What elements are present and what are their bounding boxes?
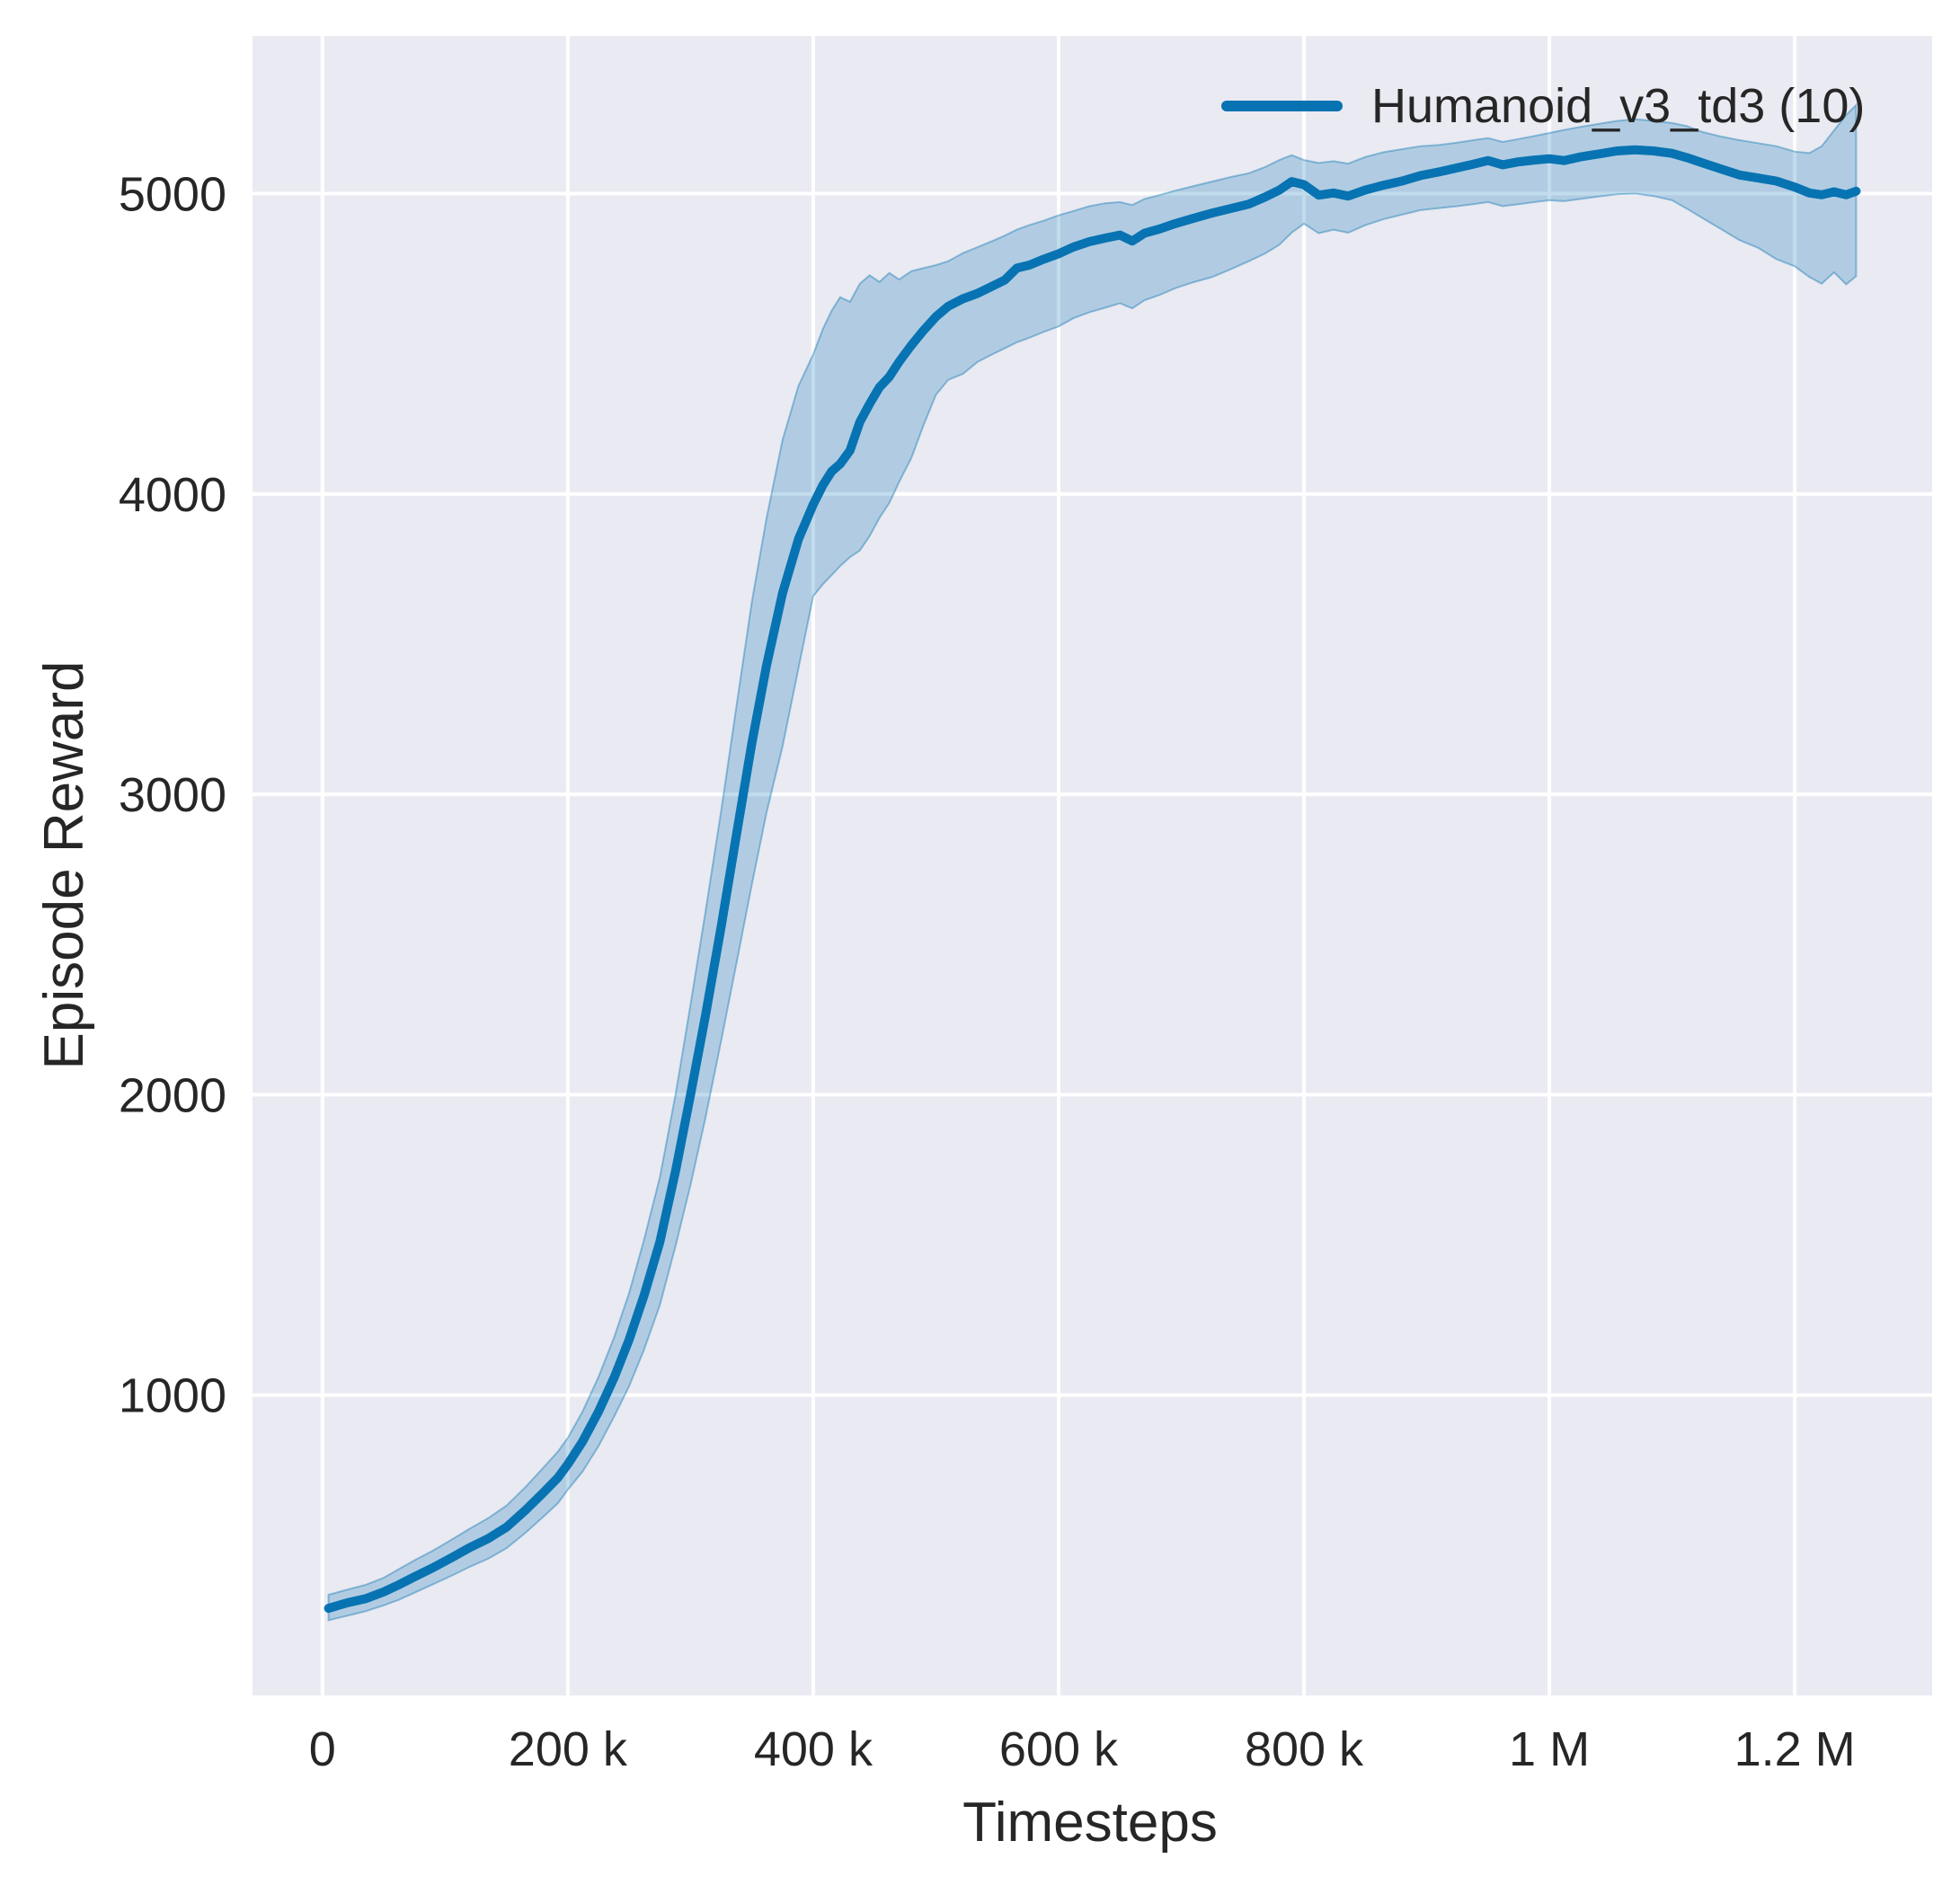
- tick-label: 0: [309, 1722, 336, 1776]
- tick-label: 5000: [119, 168, 226, 222]
- plot-area: [253, 36, 1932, 1695]
- tick-label: 800 k: [1245, 1722, 1364, 1776]
- tick-label: 600 k: [999, 1722, 1119, 1776]
- y-axis-label: Episode Reward: [33, 661, 95, 1070]
- tick-label: 1000: [119, 1369, 226, 1423]
- legend-label: Humanoid_v3_td3 (10): [1371, 79, 1865, 133]
- x-axis-label: Timesteps: [962, 1792, 1218, 1854]
- y-tick-labels: 1000 2000 3000 4000 5000: [119, 168, 226, 1423]
- legend: Humanoid_v3_td3 (10): [1221, 79, 1865, 133]
- tick-label: 1 M: [1509, 1722, 1590, 1776]
- tick-label: 200 k: [509, 1722, 628, 1776]
- gridlines: [253, 36, 1932, 1695]
- confidence-band: [327, 102, 1858, 1622]
- tick-label: 4000: [119, 468, 226, 522]
- tick-label: 2000: [119, 1068, 226, 1122]
- tick-label: 400 k: [754, 1722, 874, 1776]
- x-tick-labels: 0 200 k 400 k 600 k 800 k 1 M 1.2 M: [309, 1722, 1856, 1776]
- mean-line: [324, 145, 1861, 1614]
- tick-label: 3000: [119, 768, 226, 822]
- tick-label: 1.2 M: [1734, 1722, 1856, 1776]
